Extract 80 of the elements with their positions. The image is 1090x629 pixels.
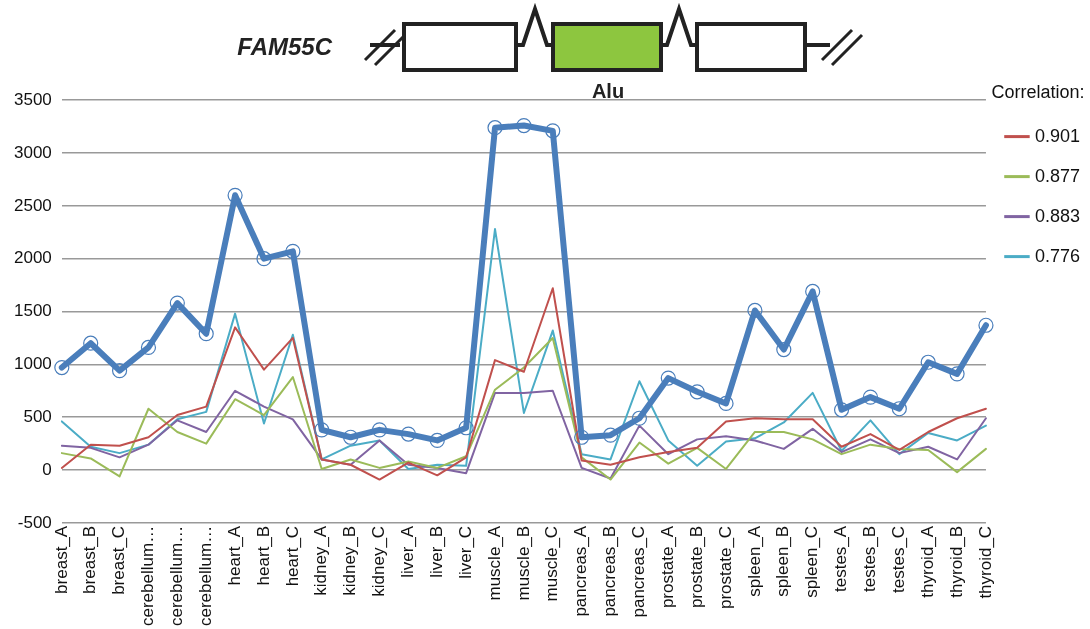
x-tick-label: pancreas_C — [629, 525, 649, 618]
point — [920, 354, 936, 370]
point — [198, 326, 214, 342]
y-tick-label: 3000 — [13, 142, 52, 162]
point — [891, 401, 907, 417]
y-tick-label: 0 — [42, 459, 52, 479]
x-tick-label: testes_A — [831, 525, 851, 593]
legend-label: 0.776 — [1034, 245, 1080, 266]
point — [111, 363, 128, 379]
x-tick-label: prostate_A — [657, 525, 677, 609]
y-tick-label: 2000 — [13, 248, 52, 268]
point — [862, 389, 879, 405]
point — [169, 295, 185, 311]
legend-label: 0.883 — [1034, 205, 1080, 226]
y-tick-label: 3500 — [13, 89, 52, 109]
x-tick-label: spleen_C — [802, 525, 822, 598]
x-tick-label: spleen_B — [773, 525, 793, 597]
x-tick-label: thyroid_C — [975, 525, 995, 599]
x-tick-label: liver_A — [398, 525, 418, 578]
point — [516, 117, 532, 134]
point — [545, 123, 561, 139]
point — [689, 384, 705, 400]
point — [660, 370, 676, 386]
point — [83, 335, 99, 351]
x-tick-label: kidney_A — [311, 525, 331, 596]
x-tick-label: kidney_C — [369, 525, 389, 597]
x-tick-label: thyroid_B — [946, 525, 966, 598]
legend-label: 0.877 — [1034, 165, 1080, 186]
x-tick-label: testes_B — [860, 525, 880, 593]
point — [805, 283, 821, 300]
x-tick-label: prostate_B — [686, 525, 706, 609]
x-tick-label: muscle_B — [513, 525, 533, 601]
point — [140, 339, 157, 356]
point — [718, 395, 734, 412]
x-tick-label: breast_A — [51, 525, 71, 594]
x-tick-label: cerebellum… — [195, 525, 215, 627]
point — [227, 187, 243, 203]
y-tick-label: 1500 — [13, 301, 52, 321]
point — [400, 426, 416, 442]
y-tick-label: 2500 — [13, 195, 52, 215]
legend-label: 0.901 — [1034, 125, 1080, 146]
x-tick-label: liver_B — [426, 525, 446, 578]
y-tick-label: -500 — [17, 512, 52, 532]
point — [747, 302, 763, 319]
point — [631, 410, 647, 426]
x-tick-label: cerebellum… — [138, 525, 158, 627]
x-tick-label: kidney_B — [340, 525, 360, 596]
point — [256, 251, 272, 267]
x-tick-label: prostate_C — [715, 525, 735, 610]
x-tick-label: pancreas_B — [600, 525, 620, 617]
point — [458, 420, 474, 436]
y-tick-label: 500 — [23, 406, 52, 426]
legend-title: Correlation: — [991, 81, 1085, 102]
x-tick-label: testes_C — [889, 525, 909, 593]
point — [371, 422, 388, 438]
point — [978, 317, 994, 333]
x-tick-label: liver_C — [455, 525, 475, 579]
point — [429, 432, 445, 449]
x-tick-label: cerebellum… — [167, 525, 187, 627]
x-tick-label: muscle_A — [484, 525, 504, 601]
y-tick-label: 1000 — [13, 354, 52, 374]
x-tick-label: heart_A — [224, 525, 244, 586]
point — [314, 422, 330, 438]
point — [949, 366, 965, 382]
point — [487, 120, 503, 136]
x-tick-label: heart_C — [282, 525, 302, 587]
x-tick-label: heart_B — [253, 525, 273, 586]
point — [574, 429, 590, 445]
point — [602, 427, 619, 443]
point — [833, 402, 850, 418]
x-tick-label: pancreas_A — [571, 525, 591, 617]
x-tick-label: spleen_A — [744, 525, 764, 597]
x-tick-label: thyroid_A — [917, 525, 937, 598]
x-tick-label: breast_B — [80, 525, 100, 594]
point — [776, 341, 792, 358]
point — [54, 359, 70, 376]
point — [343, 429, 359, 445]
x-tick-label: muscle_C — [542, 525, 562, 602]
point — [285, 243, 301, 259]
x-tick-label: breast_C — [109, 525, 129, 595]
